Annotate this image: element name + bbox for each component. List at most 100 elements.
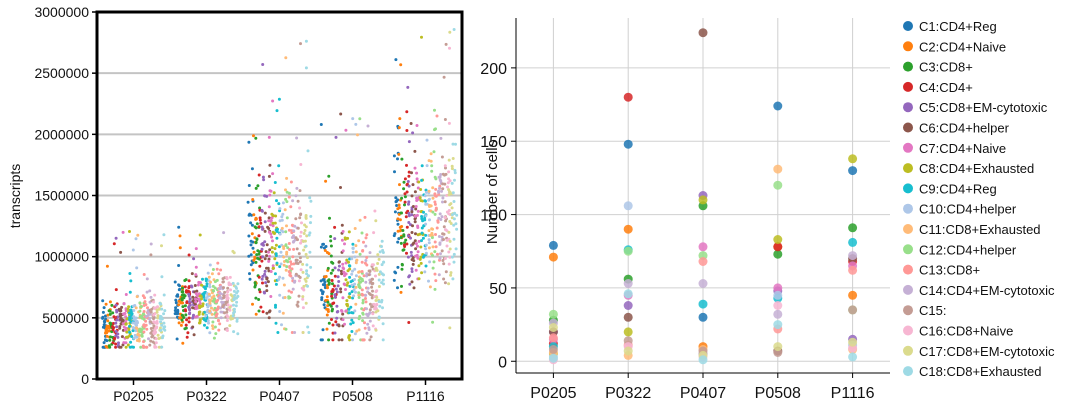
- right-ytick-label: 200: [480, 61, 507, 78]
- left-point: [348, 275, 352, 279]
- left-point: [424, 222, 428, 226]
- left-point: [303, 239, 307, 243]
- left-point: [119, 308, 123, 312]
- left-point: [194, 273, 198, 277]
- left-point: [452, 28, 456, 31]
- left-point: [269, 270, 273, 273]
- left-point: [271, 224, 275, 228]
- left-point: [277, 202, 281, 206]
- left-point: [163, 328, 167, 332]
- left-point: [402, 233, 406, 237]
- left-point: [287, 270, 291, 274]
- left-point: [410, 210, 414, 214]
- left-point: [410, 254, 414, 258]
- left-point: [138, 327, 142, 331]
- right-point: [773, 164, 783, 174]
- left-point: [307, 233, 311, 237]
- left-point: [218, 296, 221, 300]
- legend: C1:CD4+Reg C2:CD4+Naive C3:CD8+ C4:CD4+ C5:C…: [903, 19, 1055, 379]
- left-point: [179, 323, 183, 327]
- left-point: [269, 295, 273, 298]
- left-point: [419, 261, 423, 265]
- left-point: [263, 220, 267, 224]
- left-point: [364, 280, 368, 284]
- left-point: [217, 319, 220, 323]
- legend-label: C13:CD8+: [919, 263, 980, 278]
- left-point: [228, 324, 232, 328]
- left-point: [135, 295, 139, 299]
- left-point: [335, 304, 339, 308]
- left-point: [297, 252, 301, 256]
- left-point: [358, 117, 362, 121]
- left-point: [129, 279, 133, 283]
- legend-marker: [903, 61, 913, 72]
- left-point: [337, 260, 341, 264]
- left-point: [248, 212, 252, 216]
- right-point: [698, 355, 708, 365]
- legend-label: C2:CD4+Naive: [919, 39, 1006, 54]
- left-point: [212, 294, 216, 298]
- left-point: [334, 287, 338, 291]
- left-point: [306, 149, 310, 153]
- legend-label: C8:CD4+Exhausted: [919, 161, 1034, 176]
- left-point: [254, 217, 258, 221]
- left-point: [397, 152, 401, 156]
- left-point: [200, 304, 203, 308]
- legend-marker: [903, 325, 913, 336]
- left-point: [257, 225, 261, 229]
- left-point: [177, 283, 181, 287]
- left-point: [225, 277, 229, 281]
- right-ylabel: Number of cells: [484, 140, 501, 244]
- left-point: [300, 221, 303, 225]
- left-point: [211, 289, 215, 292]
- left-point: [271, 266, 275, 270]
- left-point: [132, 309, 136, 312]
- left-point: [407, 170, 411, 174]
- left-point: [152, 324, 156, 328]
- left-point: [350, 272, 354, 276]
- left-point: [108, 309, 112, 313]
- left-point: [160, 345, 164, 349]
- left-point: [285, 216, 289, 220]
- left-point: [261, 227, 264, 231]
- right-point: [698, 312, 708, 322]
- left-point: [376, 262, 380, 265]
- left-point: [452, 237, 456, 241]
- left-point: [410, 231, 414, 234]
- left-point: [236, 282, 240, 286]
- left-point: [277, 97, 281, 101]
- left-point: [363, 326, 367, 330]
- left-point: [287, 228, 291, 232]
- left-point: [357, 293, 361, 297]
- left-point: [341, 249, 345, 253]
- left-point: [214, 313, 218, 317]
- left-point: [414, 268, 418, 272]
- left-point: [284, 243, 288, 247]
- left-point: [414, 242, 418, 246]
- left-point: [431, 245, 435, 249]
- left-point: [216, 298, 220, 302]
- left-point: [407, 202, 410, 206]
- right-point: [848, 166, 858, 176]
- left-point: [208, 298, 212, 302]
- left-point: [380, 245, 383, 248]
- right-point: [848, 352, 858, 362]
- left-point: [285, 176, 289, 180]
- left-point: [371, 289, 374, 293]
- left-point: [394, 200, 398, 204]
- left-point: [273, 181, 277, 184]
- left-point: [217, 328, 221, 332]
- left-point: [408, 282, 412, 286]
- left-point: [263, 272, 267, 276]
- left-point: [248, 272, 251, 276]
- left-point: [265, 311, 269, 315]
- right-point: [623, 346, 633, 356]
- left-point: [128, 290, 132, 294]
- left-point: [182, 316, 186, 319]
- left-point: [417, 264, 421, 268]
- left-point: [327, 174, 331, 178]
- left-point: [382, 273, 385, 277]
- left-point: [377, 300, 381, 304]
- left-point: [148, 317, 151, 321]
- left-point: [258, 264, 262, 268]
